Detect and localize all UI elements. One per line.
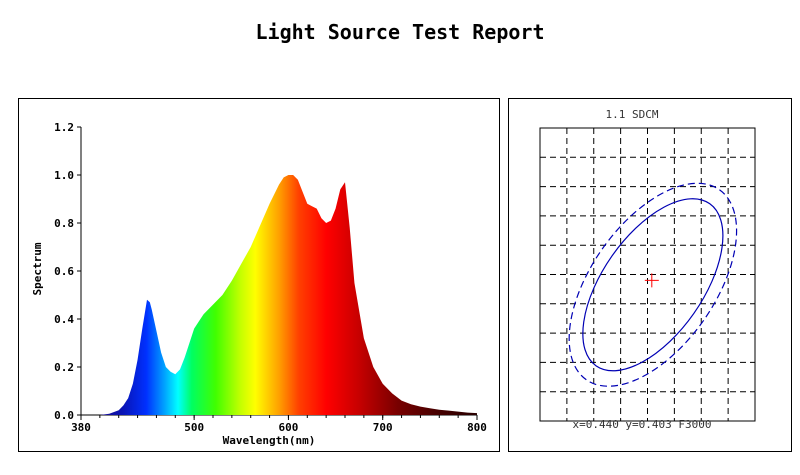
sdcm-chart: 1.1 SDCM x=0.440 y=0.403 F3000 bbox=[539, 108, 756, 431]
sdcm-annotation: x=0.440 y=0.403 F3000 bbox=[572, 418, 711, 431]
y-tick-label: 0.8 bbox=[54, 217, 74, 230]
x-tick-label: 700 bbox=[373, 421, 393, 434]
x-tick-label: 380 bbox=[71, 421, 91, 434]
sdcm-target-point bbox=[644, 273, 659, 288]
y-tick-label: 0.2 bbox=[54, 361, 74, 374]
spectrum-chart-panel: 0.0 0.2 0.4 0.6 0.8 1.0 1.2 380 500 600 700 800 Spe… bbox=[18, 98, 500, 452]
sdcm-grid bbox=[540, 128, 755, 421]
sdcm-title: 1.1 SDCM bbox=[606, 108, 659, 121]
spectrum-ticks: 0.0 0.2 0.4 0.6 0.8 1.0 1.2 380 500 600 700 800 bbox=[54, 121, 487, 434]
y-tick-label: 0.0 bbox=[54, 409, 74, 422]
x-tick-label: 800 bbox=[467, 421, 487, 434]
sdcm-ellipses bbox=[568, 182, 738, 387]
y-tick-label: 0.4 bbox=[54, 313, 74, 326]
y-tick-label: 1.2 bbox=[54, 121, 74, 134]
report-title: Light Source Test Report bbox=[255, 20, 545, 44]
y-tick-label: 1.0 bbox=[54, 169, 74, 182]
y-tick-label: 0.6 bbox=[54, 265, 74, 278]
spectrum-area bbox=[81, 175, 477, 415]
x-tick-label: 600 bbox=[278, 421, 298, 434]
x-axis-label: Wavelength(nm) bbox=[223, 434, 316, 447]
y-axis-label: Spectrum bbox=[31, 242, 44, 295]
sdcm-ellipse-dashed bbox=[568, 182, 738, 387]
sdcm-ellipse-solid bbox=[582, 198, 724, 372]
sdcm-chart-panel: 1.1 SDCM x=0.440 y=0.403 F3000 bbox=[508, 98, 792, 452]
spectrum-chart: 0.0 0.2 0.4 0.6 0.8 1.0 1.2 380 500 600 700 800 Spe… bbox=[31, 121, 487, 447]
x-tick-label: 500 bbox=[184, 421, 204, 434]
